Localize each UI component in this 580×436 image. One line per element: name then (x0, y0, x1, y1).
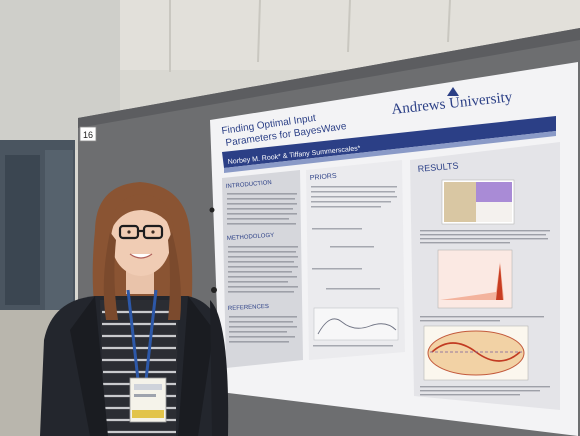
board-number-tag (79, 126, 97, 142)
university-logo-icon (447, 87, 459, 96)
lanyard (126, 289, 158, 381)
push-pin (209, 207, 215, 213)
glasses (118, 224, 164, 240)
board-number: 16 (83, 130, 93, 140)
section-references: REFERENCES (228, 304, 269, 312)
push-pin (211, 287, 217, 293)
section-priors: PRIORS (310, 173, 338, 182)
face (111, 204, 171, 276)
smile (129, 253, 153, 259)
section-methodology: METHODOLOGY (227, 233, 275, 242)
poster-column-1 (222, 170, 303, 368)
section-introduction: INTRODUCTION (226, 180, 272, 190)
section-results: RESULTS (417, 160, 459, 174)
research-poster: Finding Optimal Input Parameters for Bay… (210, 62, 578, 436)
presenter (40, 182, 229, 436)
author-banner (222, 116, 556, 168)
